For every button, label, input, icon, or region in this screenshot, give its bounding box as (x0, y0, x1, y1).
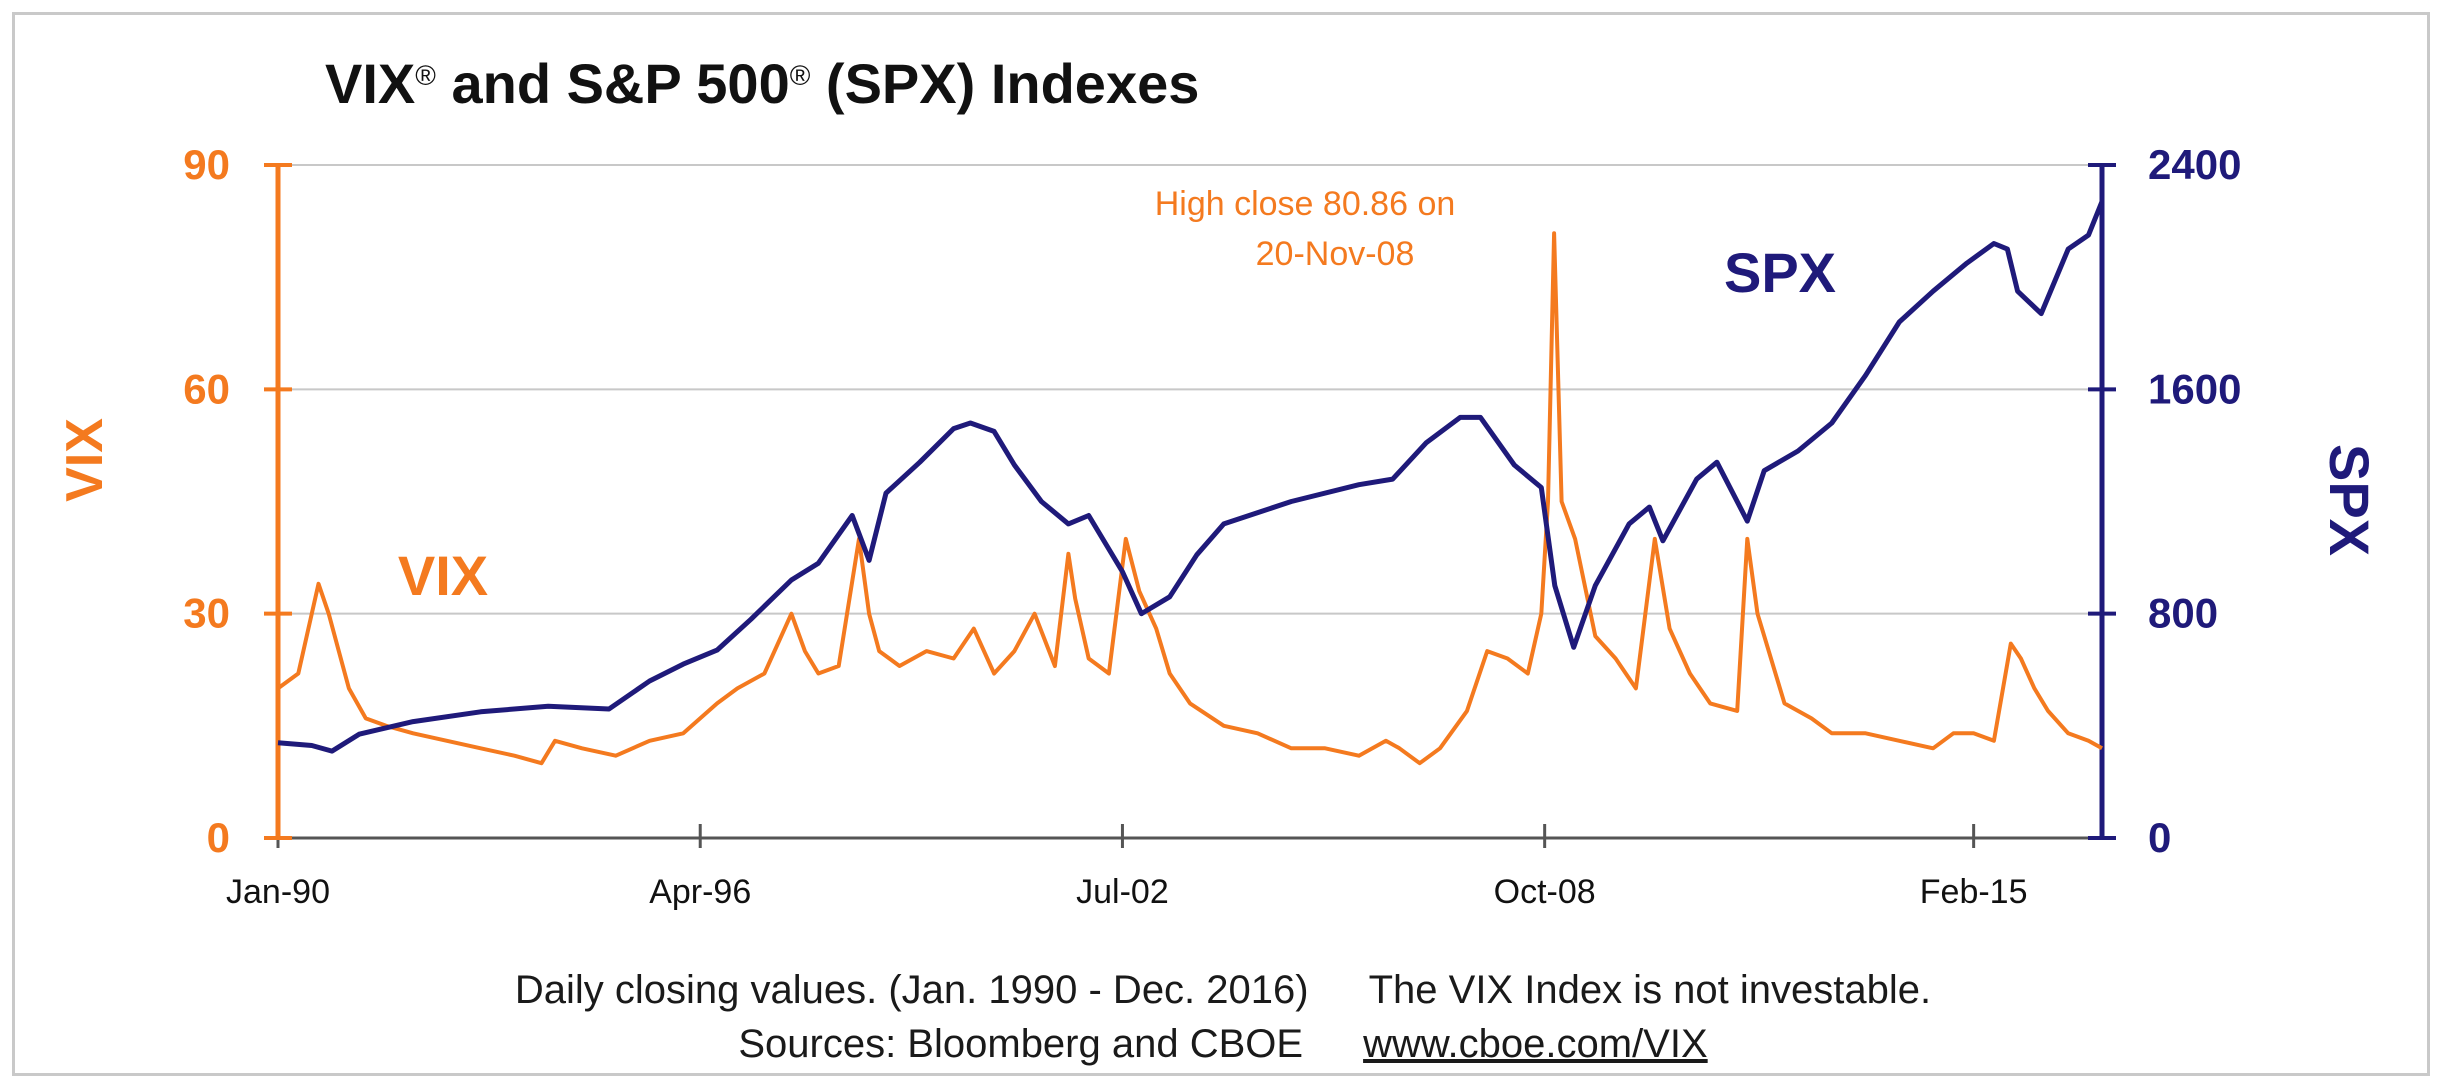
spx-axis-title: SPX (2318, 444, 2381, 556)
vix-axis-title: VIX (56, 418, 114, 502)
title-registered-mark: ® (790, 60, 811, 91)
annotation-line-1: High close 80.86 on (1155, 185, 1456, 223)
spx-tick-label: 0 (2148, 814, 2171, 861)
vix-tick-label: 30 (183, 590, 230, 637)
footnote-daily-values: Daily closing values. (Jan. 1990 - Dec. … (514, 968, 1309, 1012)
cboe-vix-link[interactable]: www.cboe.com/VIX (1363, 1022, 1708, 1066)
x-tick-label: Jul-02 (1076, 873, 1169, 911)
title-registered-mark: ® (415, 60, 436, 91)
vix-tick-label: 0 (207, 814, 230, 861)
spx-tick-label: 2400 (2148, 141, 2241, 188)
footnote-sources: Sources: Bloomberg and CBOE (738, 1022, 1304, 1066)
vix-tick-label: 90 (183, 141, 230, 188)
series-line-spx (277, 200, 2105, 754)
x-tick-label: Feb-15 (1920, 873, 2028, 911)
chart-frame (12, 12, 2430, 1076)
footnote-line-1: Daily closing values. (Jan. 1990 - Dec. … (0, 968, 2446, 1013)
x-tick-label: Apr-96 (649, 873, 751, 911)
title-part-4: (SPX) Indexes (810, 52, 1199, 115)
footnote-line-2: Sources: Bloomberg and CBOE www.cboe.com/… (0, 1022, 2446, 1067)
title-part-2: and S&P 500 (436, 52, 790, 115)
annotation-line-2: 20-Nov-08 (1256, 235, 1415, 273)
vix-series-label: VIX (398, 544, 488, 607)
series-line-vix (276, 231, 2103, 766)
vix-tick-label: 60 (183, 365, 230, 412)
spx-tick-label: 1600 (2148, 365, 2241, 412)
footnote-not-investable: The VIX Index is not investable. (1368, 968, 1932, 1012)
chart-title: VIX® and S&P 500® (SPX) Indexes (325, 52, 1199, 115)
title-part-0: VIX (325, 52, 415, 115)
x-tick-label: Jan-90 (226, 873, 330, 911)
spx-series-label: SPX (1724, 241, 1836, 304)
spx-tick-label: 800 (2148, 590, 2218, 637)
x-tick-label: Oct-08 (1494, 873, 1596, 911)
